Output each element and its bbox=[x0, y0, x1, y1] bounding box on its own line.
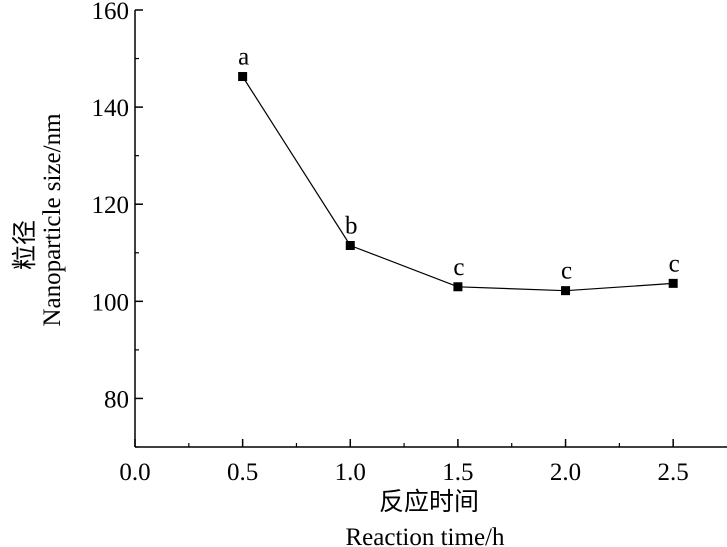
x-tick-label: 2.0 bbox=[550, 459, 581, 486]
data-markers bbox=[238, 72, 678, 296]
x-tick-label: 0.5 bbox=[227, 459, 258, 486]
y-tick-label: 100 bbox=[92, 289, 130, 316]
point-labels: a b c c c bbox=[238, 44, 680, 285]
y-tick-label: 120 bbox=[92, 192, 130, 219]
data-point bbox=[561, 286, 571, 296]
data-point bbox=[345, 240, 355, 250]
x-tick-label: 1.5 bbox=[442, 459, 473, 486]
data-point bbox=[238, 72, 248, 82]
x-tick-label: 2.5 bbox=[658, 459, 689, 486]
axes bbox=[134, 10, 727, 448]
point-label: b bbox=[345, 212, 358, 239]
point-label: c bbox=[669, 250, 680, 277]
point-label: a bbox=[238, 44, 249, 71]
data-point bbox=[453, 282, 463, 292]
y-tick-label: 80 bbox=[104, 386, 129, 413]
data-point bbox=[668, 278, 678, 288]
y-axis-title-cn: 粒径 bbox=[10, 220, 39, 270]
tick-labels: 80 100 120 140 160 0.0 0.5 1.0 1.5 2.0 2.5 bbox=[92, 0, 689, 486]
x-tick-label: 1.0 bbox=[335, 459, 366, 486]
y-axis-title: Nanoparticle size/nm bbox=[39, 113, 66, 327]
point-label: c bbox=[453, 254, 464, 281]
y-tick-label: 140 bbox=[92, 95, 130, 122]
y-tick-label: 160 bbox=[92, 0, 130, 25]
x-tick-label: 0.0 bbox=[119, 459, 150, 486]
x-axis-title: Reaction time/h bbox=[346, 524, 505, 547]
x-axis-title-cn: 反应时间 bbox=[379, 487, 479, 516]
point-label: c bbox=[561, 258, 572, 285]
ticks bbox=[134, 9, 674, 448]
